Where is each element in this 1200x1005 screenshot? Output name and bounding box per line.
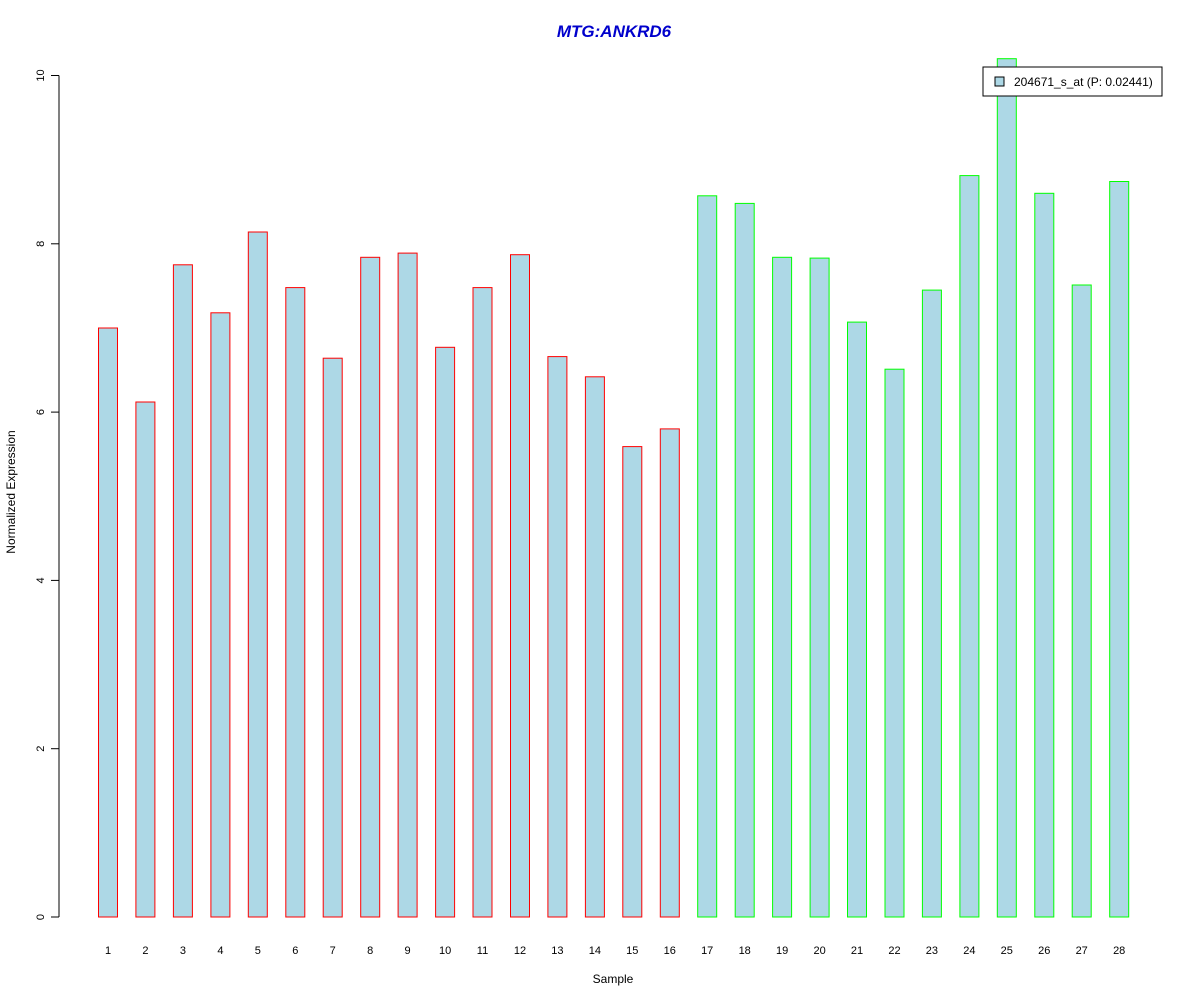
x-tick-label: 8 — [367, 945, 373, 957]
x-tick-label: 28 — [1113, 945, 1125, 957]
x-tick-label: 16 — [664, 945, 676, 957]
y-axis-label: Normalized Expression — [4, 430, 18, 553]
legend-label: 204671_s_at (P: 0.02441) — [1014, 75, 1153, 89]
bar-sample-4 — [210, 312, 231, 918]
x-tick-label: 17 — [701, 945, 713, 957]
x-tick-label: 5 — [255, 945, 261, 957]
bar-sample-10 — [435, 346, 456, 918]
x-tick-label: 11 — [477, 945, 488, 957]
bar-sample-24 — [959, 175, 980, 918]
y-tick-label: 8 — [35, 241, 47, 247]
bar-sample-12 — [510, 254, 530, 918]
x-tick-label: 10 — [439, 945, 451, 957]
bar-sample-23 — [921, 289, 942, 918]
x-tick-label: 13 — [551, 945, 563, 957]
x-tick-label: 1 — [105, 945, 111, 957]
legend-swatch — [994, 76, 1005, 87]
bar-sample-6 — [285, 287, 306, 918]
x-tick-label: 26 — [1038, 945, 1050, 957]
x-tick-label: 18 — [739, 945, 751, 957]
bar-sample-1 — [98, 327, 118, 918]
bar-sample-28 — [1109, 181, 1130, 918]
bars-group — [98, 58, 1130, 918]
x-tick-label: 27 — [1076, 945, 1088, 957]
x-tick-label: 24 — [963, 945, 975, 957]
bar-sample-25 — [996, 58, 1017, 918]
x-tick-label: 12 — [514, 945, 526, 957]
bar-sample-5 — [247, 231, 268, 918]
x-tick-label: 3 — [180, 945, 186, 957]
chart-title: MTG:ANKRD6 — [557, 22, 672, 41]
y-tick-label: 0 — [35, 914, 47, 920]
bar-sample-9 — [397, 252, 418, 918]
x-tick-label: 23 — [926, 945, 938, 957]
x-tick-label: 14 — [589, 945, 601, 957]
y-axis: 0 2 4 6 8 10 — [35, 69, 60, 920]
bar-sample-3 — [172, 264, 193, 918]
x-tick-label: 20 — [813, 945, 825, 957]
x-axis-label: Sample — [593, 972, 634, 986]
y-tick-label: 2 — [35, 746, 47, 752]
bar-sample-11 — [472, 287, 493, 918]
x-tick-label: 6 — [292, 945, 298, 957]
bar-sample-2 — [135, 401, 156, 918]
x-tick-label: 2 — [142, 945, 148, 957]
x-tick-label: 4 — [217, 945, 223, 957]
bar-sample-22 — [884, 368, 905, 918]
bar-sample-13 — [547, 356, 568, 918]
bar-sample-20 — [809, 257, 830, 918]
bar-sample-21 — [847, 321, 867, 918]
y-tick-label: 4 — [35, 577, 47, 583]
bar-sample-16 — [659, 428, 680, 918]
x-tick-label: 19 — [776, 945, 788, 957]
x-tick-label: 7 — [330, 945, 336, 957]
x-tick-label: 25 — [1001, 945, 1013, 957]
bar-sample-18 — [734, 202, 755, 918]
legend: 204671_s_at (P: 0.02441) — [982, 66, 1163, 97]
legend-box — [982, 66, 1163, 97]
y-tick-label: 6 — [35, 409, 47, 415]
bar-sample-8 — [360, 256, 381, 918]
bar-sample-14 — [584, 376, 605, 918]
x-tick-labels: 1 2 3 4 5 6 7 8 9 10 11 12 13 14 15 16 17 18 19 20 21 22 23 24 2… — [105, 945, 1125, 957]
y-tick-label: 10 — [35, 69, 47, 81]
x-tick-label: 15 — [626, 945, 638, 957]
x-tick-label: 22 — [888, 945, 900, 957]
bar-sample-7 — [322, 357, 343, 918]
bar-sample-27 — [1071, 284, 1092, 918]
x-tick-label: 21 — [851, 945, 863, 957]
bar-sample-15 — [622, 446, 643, 918]
x-tick-label: 9 — [405, 945, 411, 957]
bar-sample-26 — [1034, 192, 1055, 918]
bar-sample-17 — [697, 195, 718, 918]
bar-sample-19 — [772, 256, 793, 918]
